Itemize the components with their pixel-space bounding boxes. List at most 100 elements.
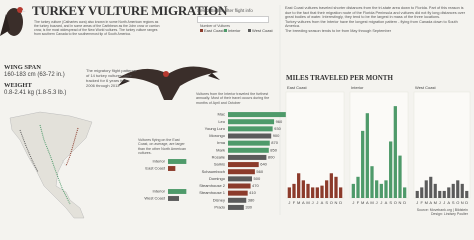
bar (339, 187, 343, 198)
value-label: 960 (276, 119, 283, 124)
month-label: J (416, 200, 418, 205)
value-label: 470 (252, 183, 259, 188)
bar (329, 173, 333, 198)
month-label: A (385, 200, 388, 205)
month-label: M (370, 200, 373, 205)
month-label: D (403, 200, 406, 205)
month-label: A (321, 200, 324, 205)
month-label: J (376, 200, 378, 205)
month-label: M (434, 200, 437, 205)
category-label: Mac (217, 112, 225, 117)
month-label: M (425, 200, 428, 205)
month-label: J (380, 200, 382, 205)
bar (460, 183, 464, 198)
wing-value: 160-183 cm (63-72 in.) (4, 72, 65, 78)
bar (228, 197, 247, 203)
category-label: Leo (218, 119, 225, 124)
bar (365, 113, 369, 198)
source: Source: Movebank.org | Bildstein (416, 208, 468, 212)
month-label: O (330, 200, 333, 205)
category-label: West Coast (144, 196, 165, 201)
bar (168, 159, 187, 164)
bar (393, 106, 397, 198)
month-label: D (465, 200, 468, 205)
bar (228, 119, 275, 125)
value-label: 870 (271, 140, 278, 145)
month-label: J (443, 200, 445, 205)
weight-value: 0.8-2.41 kg (1.8-5.3 lb.) (4, 90, 67, 96)
category-label: Disney (213, 197, 225, 202)
category-label: Steamhouse 2 (199, 183, 226, 188)
month-label: J (312, 200, 314, 205)
bullet: Turkey vultures from the Interior have t… (285, 19, 458, 29)
bar (228, 126, 273, 132)
bar (228, 133, 272, 139)
value-label: 800 (268, 154, 275, 159)
bird-select[interactable] (197, 16, 269, 23)
intro: The turkey vulture (Cathartes aura) also… (34, 20, 160, 36)
panel-title: Interior (351, 85, 364, 90)
month-label: A (429, 200, 432, 205)
tracking-note: The migratory flight patterns of 14 turk… (86, 68, 136, 88)
month-label: A (447, 200, 450, 205)
bar (424, 180, 428, 198)
value-label: 560 (256, 169, 263, 174)
value-label: 640 (260, 162, 267, 167)
bar (398, 155, 402, 198)
legend-label: West Coast (252, 28, 273, 33)
bar (168, 196, 179, 201)
bar (228, 140, 270, 146)
month-label: S (325, 200, 328, 205)
month-label: F (421, 200, 424, 205)
bar (228, 176, 252, 182)
month-label: A (366, 200, 369, 205)
month-label: J (288, 200, 290, 205)
category-label: Interior (153, 189, 166, 194)
bar (370, 166, 374, 198)
panel-title: West Coast (415, 85, 436, 90)
bar (297, 173, 301, 198)
legend-swatch (248, 29, 251, 32)
value-label: 330 (245, 204, 252, 209)
bar (228, 169, 255, 175)
bar (228, 204, 244, 210)
bar (379, 183, 383, 198)
month-label: J (316, 200, 318, 205)
legend-subtitle: Number of Vultures (200, 24, 231, 28)
panel-bg (413, 91, 471, 199)
bar (315, 187, 319, 198)
month-label: M (306, 200, 309, 205)
bar (375, 180, 379, 198)
category-label: Interior (153, 159, 166, 164)
bar (451, 183, 455, 198)
chart-title: Vultures flying on the East Coast, on av… (138, 138, 186, 155)
value-label: 410 (249, 190, 256, 195)
bar (384, 180, 388, 198)
month-label: M (297, 200, 300, 205)
category-label: Young Luro (205, 126, 226, 131)
bar (168, 166, 176, 171)
bar (168, 189, 187, 194)
month-label: A (302, 200, 305, 205)
legend-label: East Coast (204, 28, 224, 33)
page: { "header": { "title": "TURKEY VULTURE M… (0, 3, 471, 219)
category-label: Rosalie (212, 154, 226, 159)
bar (361, 130, 365, 198)
bar (228, 154, 267, 160)
month-label: D (339, 200, 342, 205)
bar (433, 183, 437, 198)
bar (320, 185, 324, 198)
month-label: N (399, 200, 402, 205)
bar (429, 176, 433, 198)
category-label: Domingo (209, 176, 226, 181)
bar (228, 147, 269, 153)
bar (438, 190, 442, 198)
bar (420, 187, 424, 198)
bar (415, 190, 419, 198)
bar (228, 162, 259, 168)
legend-swatch (200, 29, 203, 32)
weight-label: WEIGHT (4, 82, 32, 89)
panel-bg (285, 91, 345, 199)
chart-title: MILES TRAVELED PER MONTH (286, 74, 393, 82)
